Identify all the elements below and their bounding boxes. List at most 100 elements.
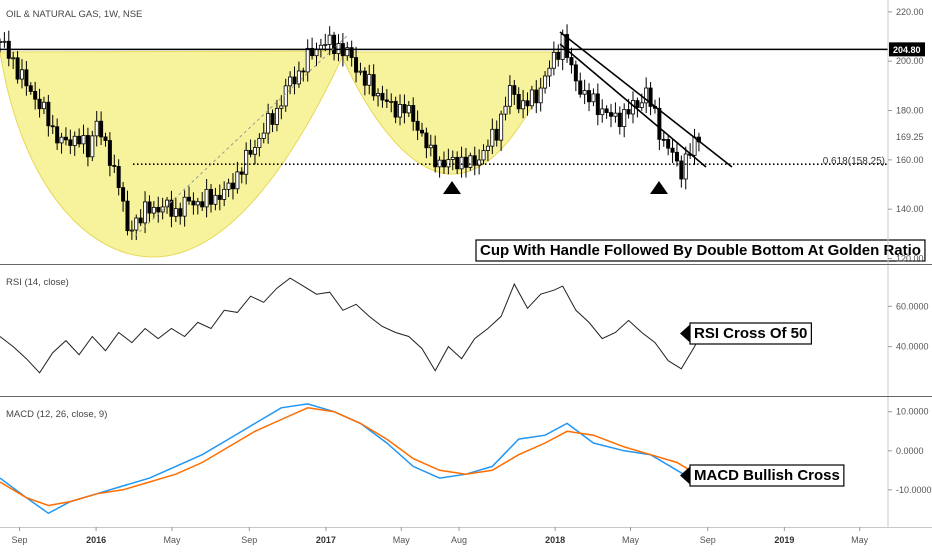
candle-body [77, 135, 82, 145]
x-tick-label: May [851, 535, 869, 545]
candle-body [600, 108, 605, 116]
candle-body [503, 105, 508, 115]
candle-body [327, 34, 332, 45]
candle-body [318, 44, 323, 50]
candle-body [94, 120, 99, 137]
rsi-y-tick-label: 60.0000 [896, 301, 929, 311]
candle-body [182, 196, 187, 217]
candle-body [569, 57, 574, 66]
candle-body [556, 51, 561, 60]
candle-body [103, 136, 108, 141]
rsi-line [0, 277, 704, 374]
candle-body [573, 64, 578, 82]
candle-body [507, 85, 512, 107]
candle-body [617, 112, 622, 127]
x-tick-label: Sep [11, 535, 27, 545]
candle-body [485, 145, 490, 151]
candle-body [494, 128, 499, 141]
candle-body [63, 136, 68, 141]
candle-body [72, 135, 77, 146]
candle-body [446, 159, 451, 168]
candle-body [323, 44, 328, 46]
candle-body [345, 47, 350, 57]
macd-annotation: MACD Bullish Cross [694, 467, 840, 484]
candle-body [376, 93, 381, 97]
candle-body [305, 47, 310, 73]
candle-body [472, 155, 477, 166]
candle-body [450, 156, 455, 160]
resistance-price-tag: 204.80 [893, 45, 921, 55]
candle-body [85, 135, 90, 158]
candle-body [270, 113, 275, 125]
candle-body [173, 208, 178, 217]
candle-body [274, 107, 279, 125]
candle-body [411, 105, 416, 122]
candle-body [433, 144, 438, 168]
candle-body [0, 41, 3, 43]
candle-body [551, 51, 556, 69]
signal-line [0, 407, 704, 507]
x-tick-label: 2017 [316, 535, 336, 545]
candle-body [644, 87, 649, 104]
candle-body [578, 80, 583, 95]
double-bottom-marker [443, 181, 461, 194]
candle-body [525, 100, 530, 107]
candle-body [666, 139, 671, 149]
x-tick-label: 2018 [545, 535, 565, 545]
candle-body [393, 100, 398, 118]
price-y-tick-label: 200.00 [896, 56, 924, 66]
candle-body [213, 194, 218, 205]
candle-body [349, 47, 354, 58]
candle-body [37, 98, 42, 110]
candle-body [565, 34, 570, 58]
rsi-annotation-arrow [680, 324, 690, 343]
candle-body [230, 182, 235, 190]
macd-y-tick-label: 10.0000 [896, 407, 929, 417]
candle-body [459, 156, 464, 170]
candle-body [626, 109, 631, 115]
trend-line-upper [559, 31, 733, 168]
candle-body [587, 90, 592, 103]
candle-body [55, 126, 60, 144]
candle-body [50, 125, 55, 128]
candle-body [481, 150, 486, 161]
candle-body [635, 100, 640, 108]
candle-body [661, 138, 666, 141]
candle-body [428, 144, 433, 149]
candle-body [543, 75, 548, 89]
candle-body [200, 201, 205, 208]
candle-body [332, 34, 337, 55]
candle-body [490, 128, 495, 147]
candle-body [367, 74, 372, 86]
candle-body [257, 137, 262, 148]
candle-body [217, 194, 222, 200]
x-tick-label: Aug [451, 535, 467, 545]
candle-body [670, 147, 675, 153]
candle-body [380, 93, 385, 101]
candle-body [389, 100, 394, 103]
price-panel-title: OIL & NATURAL GAS, 1W, NSE [6, 9, 142, 20]
candle-body [81, 135, 86, 145]
candle-body [371, 74, 376, 97]
candle-body [419, 129, 424, 134]
candle-body [147, 201, 152, 214]
price-y-tick-label: 120.00 [896, 254, 924, 264]
candle-body [468, 155, 473, 168]
candle-body [499, 113, 504, 141]
macd-y-tick-label: 0.0000 [896, 446, 924, 456]
fib-level-label: 0.618(158.25) [823, 156, 885, 167]
candle-body [595, 93, 600, 116]
candle-body [112, 165, 117, 167]
cup-area [0, 50, 346, 258]
double-bottom-marker [650, 181, 668, 194]
candle-body [222, 188, 227, 200]
candle-body [178, 208, 183, 217]
candle-body [187, 196, 192, 202]
candle-body [138, 217, 143, 224]
candle-body [424, 132, 429, 149]
macd-annotation-arrow [680, 466, 690, 485]
candle-body [384, 99, 389, 102]
candle-body [683, 153, 688, 180]
price-y-tick-label: 140.00 [896, 204, 924, 214]
candle-body [252, 147, 257, 155]
